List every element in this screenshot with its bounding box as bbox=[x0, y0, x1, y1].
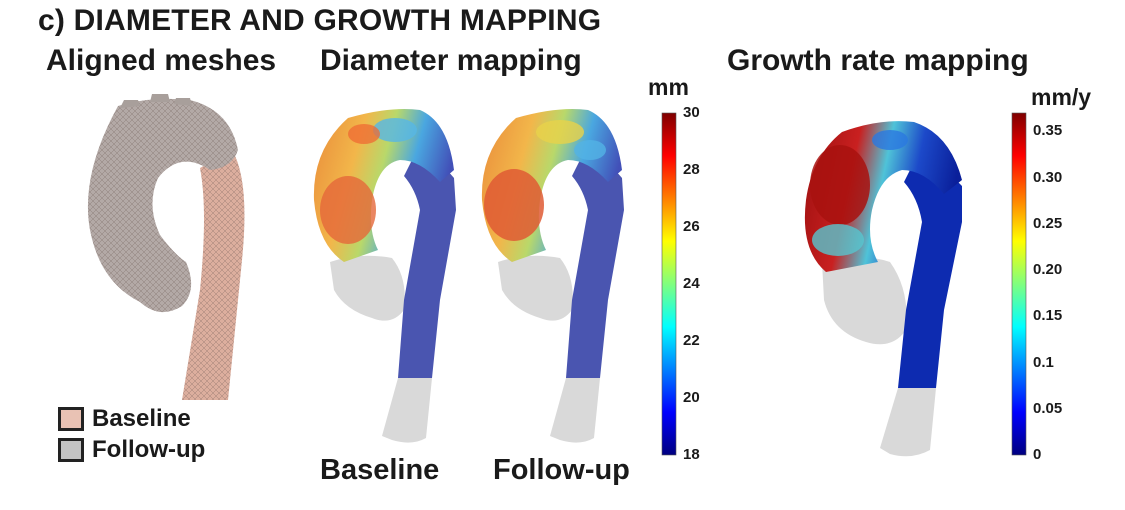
aligned-meshes-graphic bbox=[87, 94, 245, 400]
growth-tick-5: 0.1 bbox=[1033, 353, 1054, 371]
growth-tick-7: 0 bbox=[1033, 446, 1042, 463]
growth-tick-6: 0.05 bbox=[1033, 399, 1063, 417]
legend-label-baseline: Baseline bbox=[92, 405, 191, 432]
diameter-map-baseline bbox=[313, 109, 456, 443]
diameter-unit-label: mm bbox=[648, 74, 689, 100]
baseline-sublabel: Baseline bbox=[320, 454, 440, 486]
growth-tick-3: 0.20 bbox=[1033, 261, 1063, 279]
diameter-tick-6: 18 bbox=[683, 446, 700, 463]
legend-label-followup: Follow-up bbox=[92, 436, 206, 463]
growth-rate-mapping-title: Growth rate mapping bbox=[727, 44, 1029, 77]
diameter-tick-5: 20 bbox=[683, 389, 700, 406]
growth-colorbar bbox=[1011, 112, 1027, 456]
growth-rate-map bbox=[804, 121, 962, 457]
panel-letter: c) bbox=[38, 4, 66, 37]
diameter-tick-3: 24 bbox=[683, 275, 700, 292]
figure-title: c) DIAMETER AND GROWTH MAPPING bbox=[38, 4, 601, 38]
diameter-map-followup bbox=[481, 109, 624, 443]
diameter-colorbar bbox=[661, 112, 677, 456]
growth-tick-1: 0.30 bbox=[1033, 168, 1063, 186]
baseline-swatch bbox=[58, 407, 84, 431]
growth-tick-4: 0.15 bbox=[1033, 307, 1063, 325]
aligned-meshes-title: Aligned meshes bbox=[46, 44, 277, 77]
title-text: DIAMETER AND GROWTH MAPPING bbox=[73, 4, 602, 37]
followup-sublabel: Follow-up bbox=[493, 454, 630, 486]
diameter-tick-1: 28 bbox=[683, 161, 700, 178]
diameter-tick-0: 30 bbox=[683, 104, 700, 121]
diameter-mapping-title: Diameter mapping bbox=[320, 44, 582, 77]
followup-swatch bbox=[58, 438, 84, 462]
legend-item-followup: Follow-up bbox=[58, 436, 205, 464]
growth-tick-2: 0.25 bbox=[1033, 214, 1063, 232]
diameter-tick-4: 22 bbox=[683, 332, 700, 349]
diameter-tick-2: 26 bbox=[683, 218, 700, 235]
legend-item-baseline: Baseline bbox=[58, 405, 191, 433]
growth-tick-0: 0.35 bbox=[1033, 122, 1063, 140]
growth-unit-label: mm/y bbox=[1031, 84, 1092, 110]
